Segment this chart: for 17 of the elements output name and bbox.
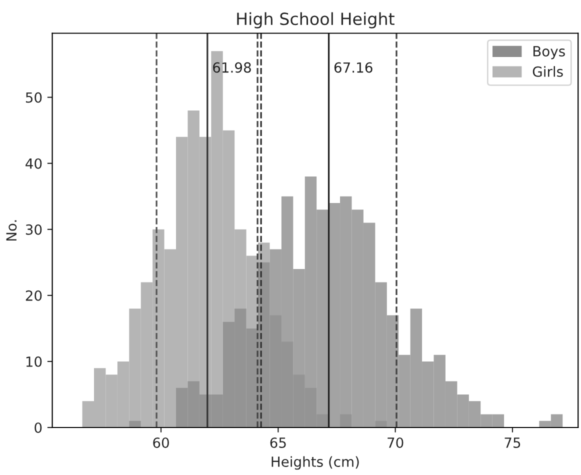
y-tick-label: 30 — [26, 224, 42, 235]
chart-title: High School Height — [237, 12, 394, 28]
y-axis-title: No. — [6, 220, 17, 241]
x-tick-label: 70 — [388, 437, 404, 448]
ref-line-label: 67.16 — [334, 62, 372, 73]
x-tick-label: 60 — [153, 437, 169, 448]
x-tick-label: 65 — [270, 437, 286, 448]
x-axis-title: Heights (cm) — [272, 456, 359, 470]
y-tick-label: 50 — [26, 92, 42, 103]
x-tick-label: 75 — [504, 438, 520, 448]
y-tick-label: 10 — [26, 356, 42, 367]
legend-label: Girls — [532, 66, 563, 77]
ref-line-label: 61.98 — [213, 62, 251, 73]
y-tick-label: 40 — [26, 158, 42, 169]
legend-label: Boys — [533, 46, 565, 60]
y-tick-label: 0 — [34, 422, 42, 433]
y-tick-label: 20 — [26, 290, 42, 301]
